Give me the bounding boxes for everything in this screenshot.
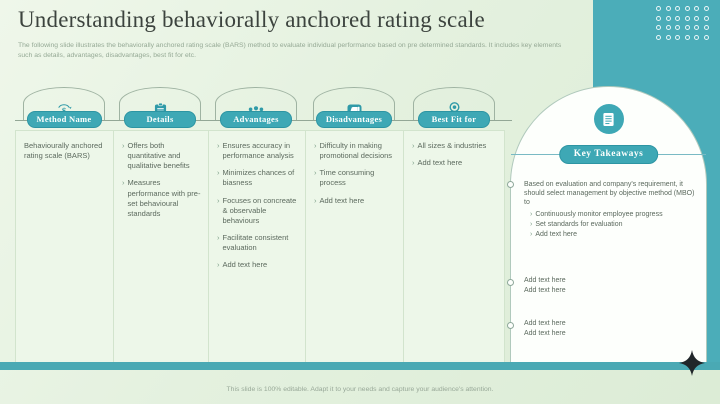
placeholder-text: Add text here xyxy=(524,320,566,327)
bullet-icon: › xyxy=(217,195,220,205)
bullet-icon: › xyxy=(314,141,317,150)
column-pill-best-fit-for[interactable]: Best Fit for xyxy=(418,111,490,128)
key-takeaways-panel: Key Takeaways Based on evaluation and co… xyxy=(506,86,707,362)
list-item: › Add text here xyxy=(217,260,268,270)
column-pill-advantages[interactable]: Advantages xyxy=(220,111,292,128)
bullet-icon: › xyxy=(217,141,220,150)
list-item: › Ensures accuracy in performance analysi… xyxy=(217,141,294,161)
list-item: › Focuses on concreate & observable behav… xyxy=(217,195,297,225)
bullet-icon: › xyxy=(122,178,125,188)
bullet-icon: › xyxy=(530,220,533,228)
cell-disadvantages[interactable]: › Difficulty in making promotional decisi… xyxy=(305,131,403,362)
svg-text:$: $ xyxy=(62,105,67,115)
cell-best-fit-for[interactable]: › All sizes & industries › Add text here xyxy=(403,131,505,362)
footer-note: This slide is 100% editable. Adapt it to… xyxy=(226,386,494,393)
timeline-node xyxy=(506,322,514,329)
cell-method-name[interactable]: Behaviourally anchored rating scale (BAR… xyxy=(15,131,113,362)
list-item: › Minimizes chances of biasness xyxy=(217,168,295,188)
timeline-node xyxy=(506,279,514,286)
column-header-disadvantages: Disadvantages xyxy=(306,87,402,128)
bullet-icon: › xyxy=(314,168,317,178)
timeline-node xyxy=(506,181,514,188)
bullet-icon: › xyxy=(530,210,533,218)
list-item: › Facilitate consistent evaluation xyxy=(217,232,289,252)
document-icon xyxy=(593,104,624,134)
bullet-icon: › xyxy=(217,168,220,178)
list-item: › Offers both quantitative and qualitativ… xyxy=(122,141,190,171)
bullet-icon: › xyxy=(412,141,415,150)
column-header-method-name: $ Method Name xyxy=(16,87,112,128)
column-header-details: Details xyxy=(112,87,208,128)
placeholder-text: Add text here xyxy=(524,330,566,338)
page-subtitle[interactable]: The following slide illustrates the beha… xyxy=(18,42,562,60)
bullet-icon: › xyxy=(314,195,317,205)
placeholder-text: Add text here xyxy=(524,287,566,295)
dots-pattern xyxy=(656,6,709,40)
list-item: › Add text here xyxy=(314,195,365,205)
column-pill-method-name[interactable]: Method Name xyxy=(26,111,102,128)
sparkle-star-icon xyxy=(679,350,705,381)
list-item: › Difficulty in making promotional decisi… xyxy=(314,141,393,161)
page-title[interactable]: Understanding behaviorally anchored rati… xyxy=(18,7,485,32)
column-header-best-fit-for: Best Fit for xyxy=(406,87,502,128)
placeholder-text: Add text here xyxy=(524,277,566,284)
list-item: › Continuously monitor employee progress xyxy=(530,210,663,218)
kt-intro-text: Based on evaluation and company's requir… xyxy=(524,181,695,207)
list-item: › All sizes & industries xyxy=(412,141,487,150)
list-item: › Add text here xyxy=(412,158,463,168)
cell-details[interactable]: › Offers both quantitative and qualitativ… xyxy=(113,131,208,362)
comparison-table: Behaviourally anchored rating scale (BAR… xyxy=(15,130,505,362)
cell-text: Behaviourally anchored rating scale (BAR… xyxy=(24,141,103,161)
list-item: › Measures performance with pre-set behav… xyxy=(122,178,201,218)
bottom-divider-bar xyxy=(0,362,720,370)
column-pill-details[interactable]: Details xyxy=(124,111,196,128)
bullet-icon: › xyxy=(122,141,125,150)
kt-placeholder-block[interactable]: Add text here Add text here xyxy=(524,319,698,339)
bullet-icon: › xyxy=(530,231,533,239)
cell-advantages[interactable]: › Ensures accuracy in performance analysi… xyxy=(208,131,305,362)
bullet-icon: › xyxy=(217,260,220,270)
bullet-icon: › xyxy=(217,232,220,242)
column-header-advantages: Advantages xyxy=(208,87,304,128)
key-takeaways-title[interactable]: Key Takeaways xyxy=(558,145,659,164)
bullet-icon: › xyxy=(412,158,415,168)
list-item: › Add text here xyxy=(530,231,577,239)
list-item: › Time consuming process xyxy=(314,168,375,188)
kt-placeholder-block[interactable]: Add text here Add text here xyxy=(524,276,698,296)
kt-content[interactable]: Based on evaluation and company's requir… xyxy=(524,180,698,240)
column-pill-disadvantages[interactable]: Disadvantages xyxy=(315,111,393,128)
list-item: › Set standards for evaluation xyxy=(530,220,623,228)
